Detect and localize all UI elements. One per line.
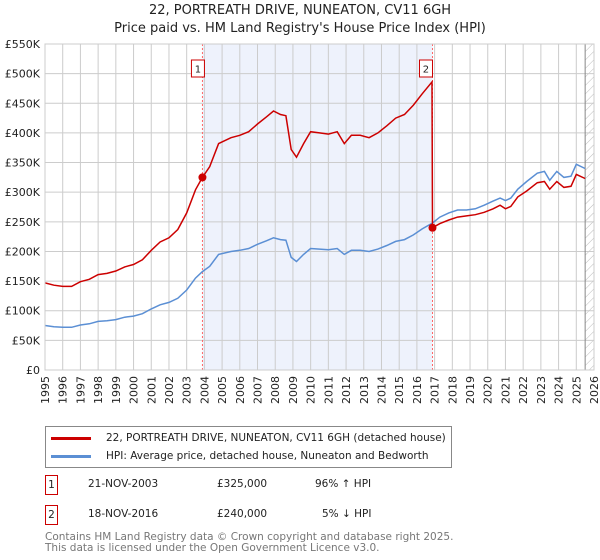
- ownership-shade: [202, 44, 433, 370]
- y-tick-label: £200K: [5, 245, 41, 258]
- sale-label-box: [418, 59, 433, 78]
- footer-line-1: Contains HM Land Registry data © Crown c…: [45, 531, 454, 543]
- sale-point: [198, 173, 207, 182]
- legend-swatch-hpi: [51, 454, 91, 458]
- sale-row-1: 1 21-NOV-2003 £325,000 96% ↑ HPI: [45, 475, 445, 495]
- x-tick-label: 2008: [269, 376, 282, 404]
- y-tick-label: £500K: [5, 68, 41, 81]
- x-tick-label: 2022: [517, 376, 530, 404]
- x-tick-label: 1999: [110, 376, 123, 404]
- x-tick-label: 1995: [39, 376, 52, 404]
- plot-border: [44, 43, 595, 371]
- y-tick-label: £450K: [5, 97, 41, 110]
- footer-line-2: This data is licensed under the Open Gov…: [45, 542, 380, 554]
- y-tick-label: £350K: [5, 157, 41, 170]
- x-tick-label: 2005: [216, 376, 229, 404]
- sale-label: 2: [423, 65, 429, 76]
- y-tick-label: £50K: [12, 334, 41, 347]
- y-tick-label: £300K: [5, 186, 41, 199]
- x-tick-label: 2018: [446, 376, 459, 404]
- y-tick-label: £400K: [5, 127, 41, 140]
- y-tick-label: £550K: [5, 38, 41, 51]
- sale-point: [428, 223, 437, 232]
- sale-row-2: 2 18-NOV-2016 £240,000 5% ↓ HPI: [45, 505, 445, 525]
- chart-subtitle: Price paid vs. HM Land Registry's House …: [114, 21, 486, 36]
- x-tick-label: 2019: [464, 376, 477, 404]
- x-tick-label: 2007: [252, 376, 265, 404]
- sale-price: £325,000: [217, 478, 268, 490]
- x-tick-label: 2024: [553, 376, 566, 404]
- x-tick-label: 2003: [181, 376, 194, 404]
- footer: Contains HM Land Registry data © Crown c…: [45, 532, 453, 554]
- x-tick-label: 2026: [588, 376, 600, 404]
- x-tick-label: 2020: [482, 376, 495, 404]
- x-tick-label: 2021: [499, 376, 512, 404]
- legend-swatch-property: [51, 436, 91, 440]
- x-tick-label: 2011: [322, 376, 335, 404]
- x-tick-label: 2000: [128, 376, 141, 404]
- sale-hpi-diff: 5% ↓ HPI: [322, 508, 372, 520]
- x-tick-label: 2010: [305, 376, 318, 404]
- legend-label-property: 22, PORTREATH DRIVE, NUNEATON, CV11 6GH …: [106, 432, 446, 444]
- x-tick-label: 2004: [198, 376, 211, 404]
- x-tick-label: 2002: [163, 376, 176, 404]
- x-tick-label: 2012: [340, 376, 353, 404]
- x-tick-label: 2017: [429, 376, 442, 404]
- property-price-line: [44, 79, 586, 288]
- x-tick-label: 2023: [535, 376, 548, 404]
- y-tick-label: £0: [26, 364, 40, 377]
- x-tick-label: 2001: [145, 376, 158, 404]
- future-hatch: [585, 44, 594, 370]
- x-tick-label: 1998: [92, 376, 105, 404]
- x-tick-label: 1997: [74, 376, 87, 404]
- sale-label: 1: [195, 65, 201, 76]
- x-tick-label: 2013: [358, 376, 371, 404]
- legend-label-hpi: HPI: Average price, detached house, Nune…: [106, 450, 429, 462]
- x-tick-label: 2025: [570, 376, 583, 404]
- sale-price: £240,000: [217, 508, 268, 520]
- price-chart: 1995 1996 1997 1998 1999 2000 2001 2002 2003 2004…: [5, 38, 600, 404]
- sale-hpi-diff: 96% ↑ HPI: [315, 478, 372, 490]
- x-tick-label: 1996: [57, 376, 70, 404]
- sale-badge: 1: [45, 475, 58, 495]
- x-tick-label: 2006: [234, 376, 247, 404]
- sale-label-box: [190, 59, 205, 78]
- hpi-line: [44, 163, 586, 329]
- chart-title: 22, PORTREATH DRIVE, NUNEATON, CV11 6GH: [148, 3, 452, 18]
- sale-date: 21-NOV-2003: [88, 478, 159, 490]
- x-tick-label: 2014: [375, 376, 388, 404]
- sale-badge: 2: [45, 505, 58, 525]
- y-tick-label: £250K: [5, 216, 41, 229]
- legend-item-hpi: HPI: Average price, detached house, Nune…: [46, 448, 428, 464]
- x-tick-label: 2015: [393, 376, 406, 404]
- legend: 22, PORTREATH DRIVE, NUNEATON, CV11 6GH …: [45, 426, 452, 468]
- legend-item-property: 22, PORTREATH DRIVE, NUNEATON, CV11 6GH …: [46, 430, 446, 446]
- y-tick-label: £100K: [5, 305, 41, 318]
- y-tick-label: £150K: [5, 275, 41, 288]
- x-tick-label: 2016: [411, 376, 424, 404]
- sale-date: 18-NOV-2016: [88, 508, 159, 520]
- x-tick-label: 2009: [287, 376, 300, 404]
